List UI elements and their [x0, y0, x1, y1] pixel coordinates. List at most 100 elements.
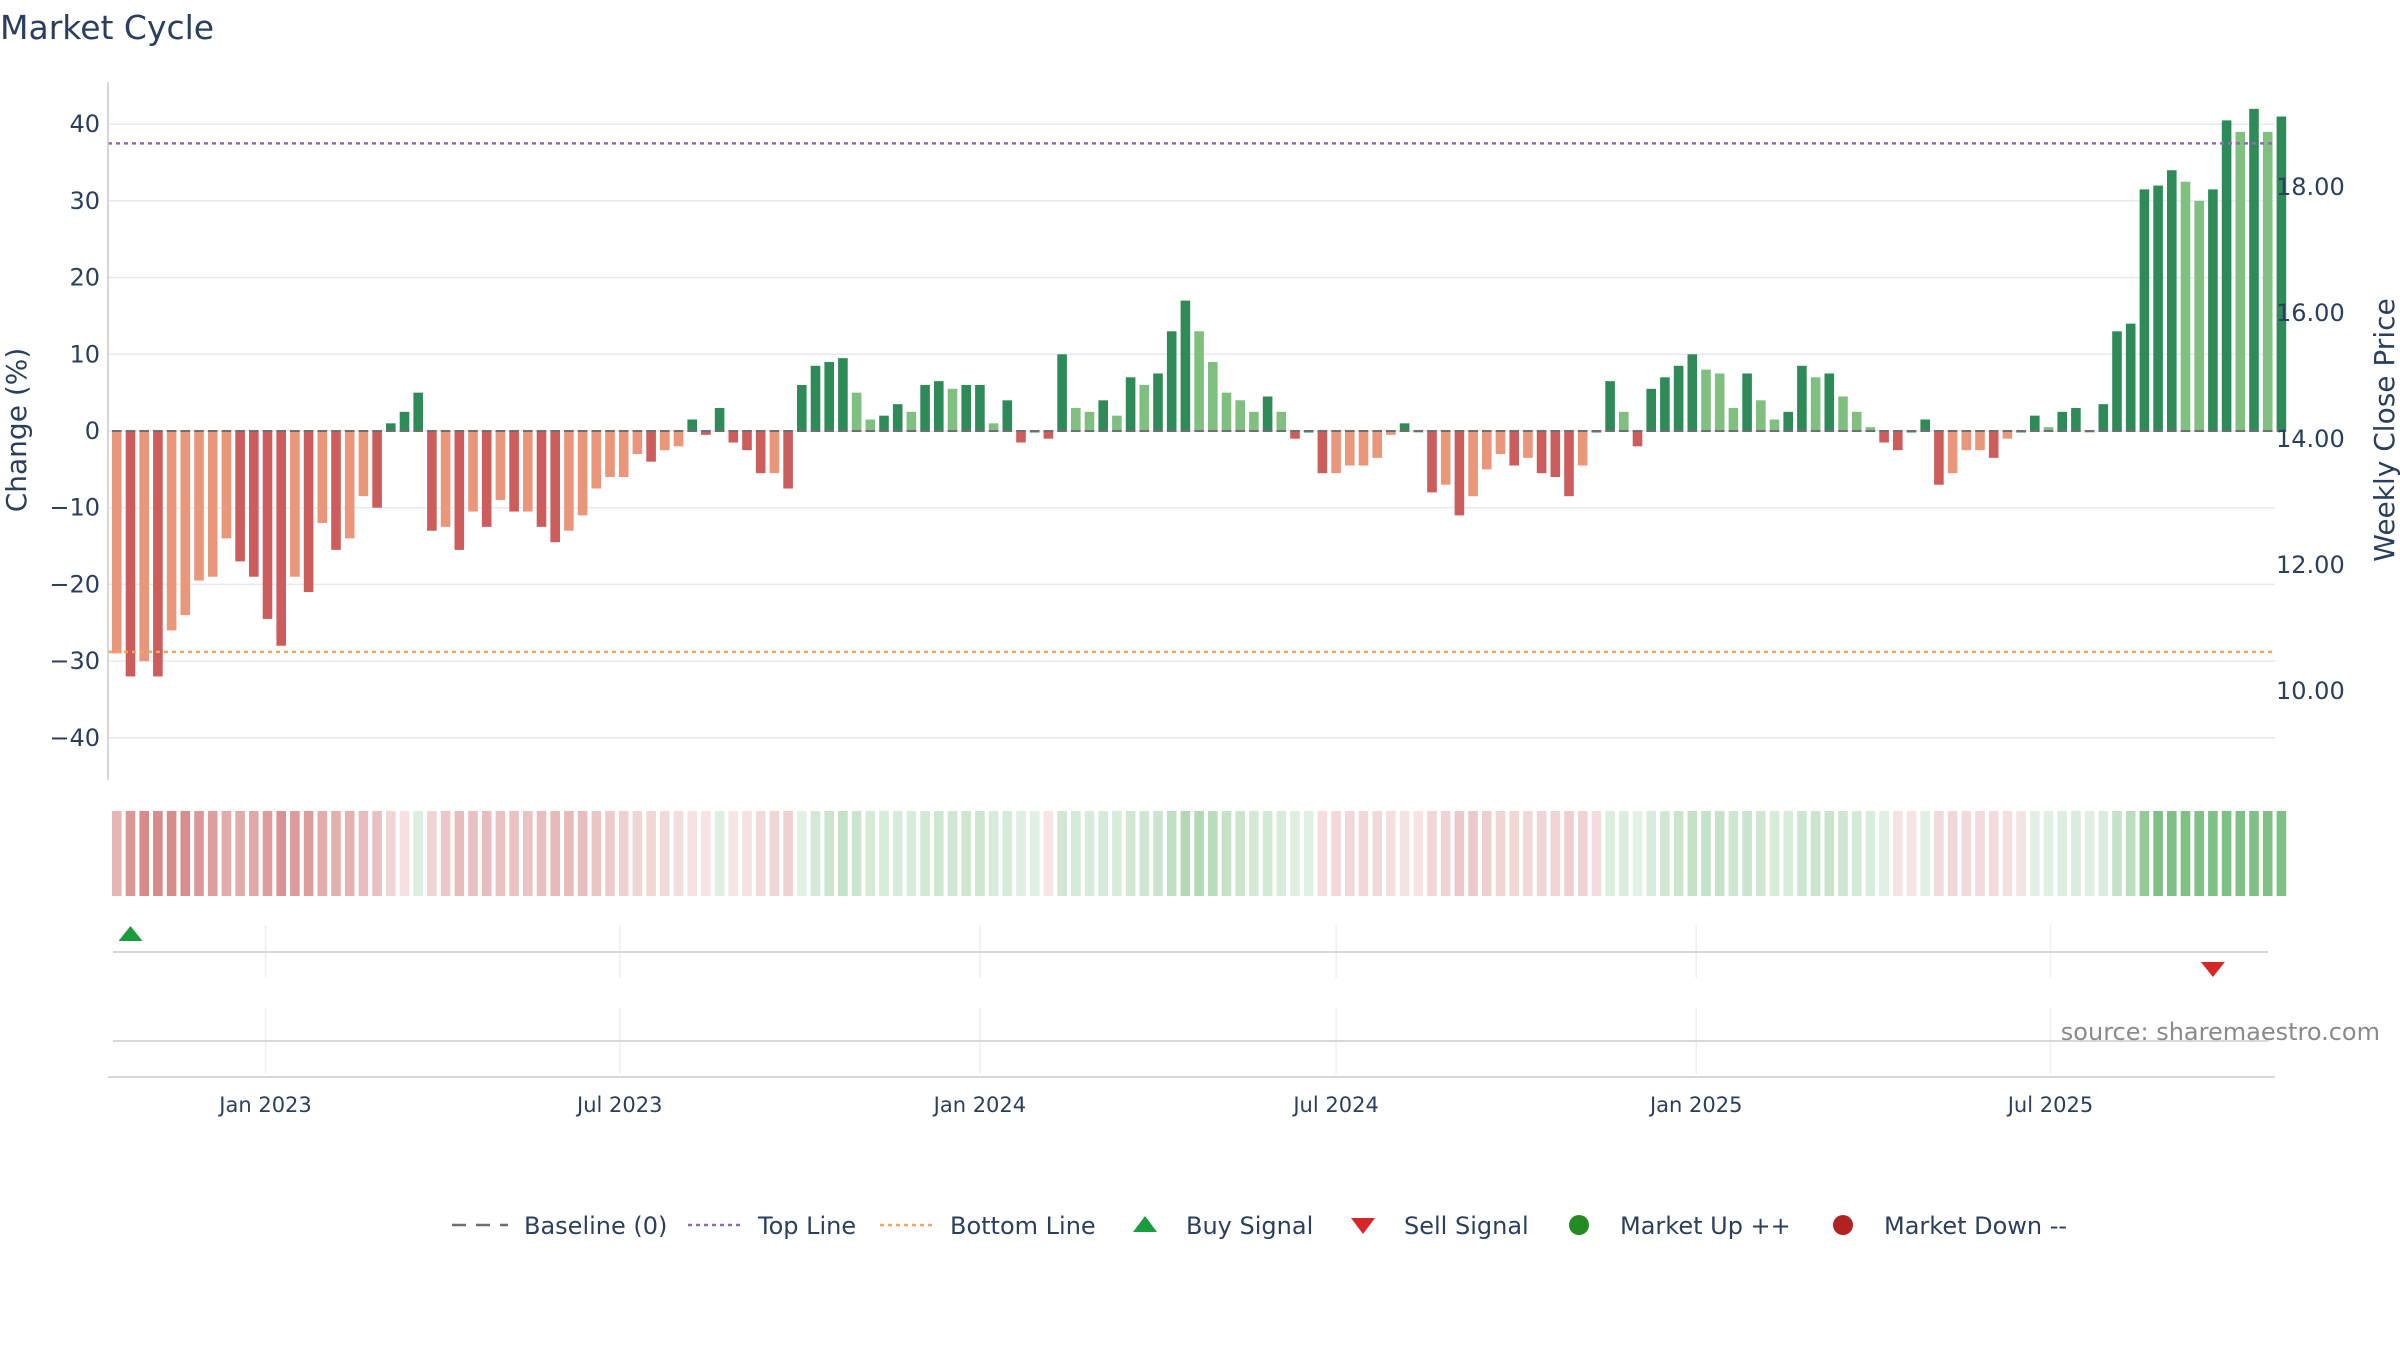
strip-cell	[1824, 811, 1835, 896]
strip-cell	[851, 811, 862, 896]
bar	[1317, 431, 1328, 474]
bar	[2262, 131, 2273, 431]
bar	[2249, 108, 2259, 432]
legend-sell-swatch	[1351, 1218, 1375, 1234]
strip-cell	[879, 811, 889, 896]
strip-cell	[1399, 811, 1410, 896]
bar	[386, 423, 396, 431]
bar	[1454, 431, 1465, 516]
strip-cell	[372, 811, 382, 896]
bar	[1221, 392, 1232, 431]
strip-cell	[1879, 811, 1889, 896]
strip-cell	[1947, 811, 1958, 896]
buy-signal-marker	[118, 926, 143, 941]
strip-cell	[1865, 811, 1876, 896]
strip-cell	[1482, 811, 1492, 896]
bar	[1043, 431, 1054, 439]
y-tick-label: 30	[69, 187, 100, 215]
bar	[1632, 431, 1643, 447]
strip-cell	[1851, 811, 1862, 896]
strip-cell	[2208, 811, 2218, 896]
strip-cell	[1125, 811, 1136, 896]
x-tick-label: Jul 2025	[2006, 1093, 2093, 1117]
bar	[1125, 377, 1136, 431]
x-tick-label: Jan 2025	[1648, 1093, 1743, 1117]
bar	[1920, 419, 1930, 431]
strip-cell	[1893, 811, 1903, 896]
strip-cell	[605, 811, 615, 896]
strip-cell	[2139, 811, 2150, 896]
strip-cell	[2043, 811, 2054, 896]
strip-cell	[2002, 811, 2013, 896]
sentiment-strip	[112, 811, 2287, 896]
bar	[207, 431, 218, 577]
strip-cell	[1646, 811, 1656, 896]
strip-cell	[1002, 811, 1013, 896]
bar	[1180, 300, 1191, 431]
bar	[481, 431, 492, 527]
legend-label: Bottom Line	[950, 1212, 1096, 1240]
bar	[1893, 431, 1903, 451]
strip-cell	[1345, 811, 1355, 896]
bar	[1112, 415, 1122, 431]
x-tick-label: Jul 2023	[575, 1093, 662, 1117]
bar	[440, 431, 451, 527]
strip-cell	[1029, 811, 1040, 896]
strip-cell	[1208, 811, 1218, 896]
bar	[605, 431, 615, 478]
bar	[1687, 354, 1698, 431]
y2-tick-label: 10.00	[2276, 677, 2345, 705]
strip-cell	[440, 811, 451, 896]
bar	[1166, 331, 1177, 431]
strip-cell	[166, 811, 177, 896]
strip-cell	[331, 811, 341, 896]
strip-cell	[660, 811, 670, 896]
bar	[290, 431, 300, 577]
strip-cell	[2262, 811, 2273, 896]
bar	[1002, 400, 1013, 431]
bar	[495, 431, 506, 501]
bar	[1262, 396, 1273, 431]
bar	[221, 431, 232, 539]
bar	[139, 431, 149, 662]
bar	[1276, 411, 1287, 431]
bar	[454, 431, 465, 550]
strip-cell	[386, 811, 396, 896]
y-tick-label: 0	[85, 417, 100, 445]
bar	[1194, 331, 1204, 431]
strip-cell	[2057, 811, 2067, 896]
bar	[1071, 407, 1081, 431]
strip-cell	[2194, 811, 2204, 896]
bar	[947, 388, 958, 431]
strip-cell	[2167, 811, 2177, 896]
strip-cell	[2084, 811, 2095, 896]
bar	[331, 431, 341, 550]
legend-dot-swatch	[1569, 1215, 1589, 1235]
bar	[1605, 381, 1615, 431]
y2-tick-label: 12.00	[2276, 551, 2345, 579]
legend: Baseline (0) Top Line Bottom Line Buy Signa…	[452, 1212, 2067, 1240]
strip-cell	[1331, 811, 1341, 896]
y2-tick-label: 14.00	[2276, 425, 2345, 453]
strip-cell	[2235, 811, 2246, 896]
bar	[797, 384, 807, 431]
strip-cell	[1221, 811, 1232, 896]
source-note: source: sharemaestro.com	[2061, 1018, 2380, 1046]
bar	[194, 431, 204, 581]
strip-cell	[591, 811, 602, 896]
bar	[1934, 431, 1944, 485]
bar	[920, 384, 930, 431]
strip-cell	[714, 811, 725, 896]
bar	[1208, 361, 1218, 431]
bar	[975, 384, 985, 431]
bar	[2276, 116, 2287, 431]
bar	[2098, 404, 2109, 431]
bar	[1249, 411, 1259, 431]
bar	[1153, 373, 1163, 431]
bar	[153, 431, 163, 677]
strip-cell	[1632, 811, 1643, 896]
bar	[1290, 431, 1300, 439]
bar	[166, 431, 177, 631]
bar	[742, 431, 752, 451]
bar	[2125, 323, 2136, 431]
